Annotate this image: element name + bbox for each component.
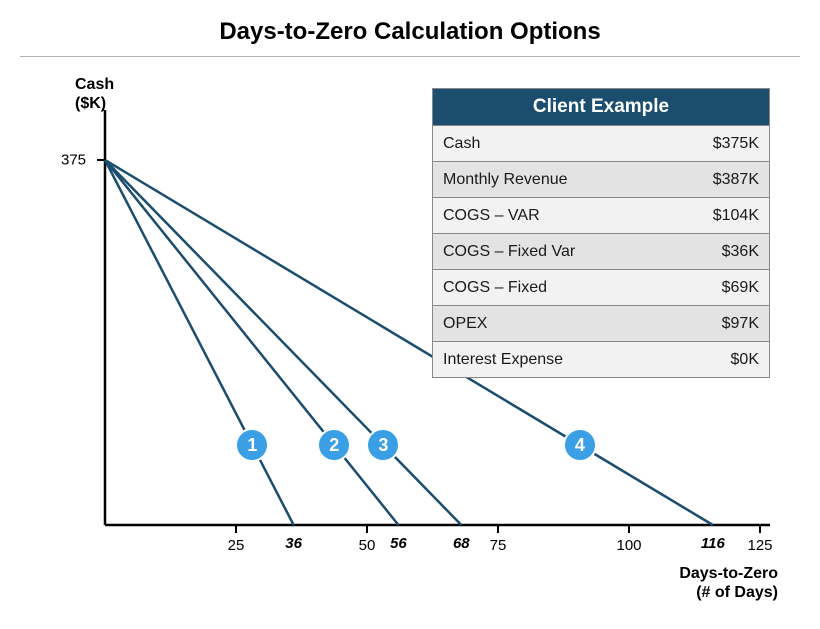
y-tick-label: 375	[61, 152, 86, 169]
x-tick-label: 75	[490, 537, 507, 554]
row-value: $97K	[679, 315, 759, 333]
table-row: COGS – Fixed Var$36K	[433, 233, 769, 269]
table-row: Interest Expense$0K	[433, 341, 769, 377]
table-header: Client Example	[433, 89, 769, 125]
row-value: $387K	[679, 171, 759, 189]
table-row: Monthly Revenue$387K	[433, 161, 769, 197]
row-label: Interest Expense	[443, 351, 679, 369]
row-value: $375K	[679, 135, 759, 153]
table-row: COGS – VAR$104K	[433, 197, 769, 233]
table-row: Cash$375K	[433, 125, 769, 161]
row-label: COGS – Fixed Var	[443, 243, 679, 261]
x-tick-label: 125	[747, 537, 772, 554]
client-example-table: Client Example Cash$375KMonthly Revenue$…	[432, 88, 770, 378]
intercept-label: 68	[453, 535, 470, 552]
row-value: $36K	[679, 243, 759, 261]
y-axis-label: Cash ($K)	[75, 75, 114, 113]
x-tick-label: 100	[616, 537, 641, 554]
row-label: Monthly Revenue	[443, 171, 679, 189]
x-axis-label: Days-to-Zero (# of Days)	[679, 564, 778, 602]
row-label: COGS – VAR	[443, 207, 679, 225]
row-label: Cash	[443, 135, 679, 153]
x-tick-label: 25	[228, 537, 245, 554]
row-value: $69K	[679, 279, 759, 297]
row-value: $0K	[679, 351, 759, 369]
row-value: $104K	[679, 207, 759, 225]
table-row: COGS – Fixed$69K	[433, 269, 769, 305]
scenario-bubble-4: 4	[563, 428, 597, 462]
row-label: OPEX	[443, 315, 679, 333]
row-label: COGS – Fixed	[443, 279, 679, 297]
table-row: OPEX$97K	[433, 305, 769, 341]
x-tick-label: 50	[359, 537, 376, 554]
intercept-label: 36	[285, 535, 302, 552]
intercept-label: 56	[390, 535, 407, 552]
page-title: Days-to-Zero Calculation Options	[20, 0, 800, 57]
intercept-label: 116	[701, 535, 725, 552]
